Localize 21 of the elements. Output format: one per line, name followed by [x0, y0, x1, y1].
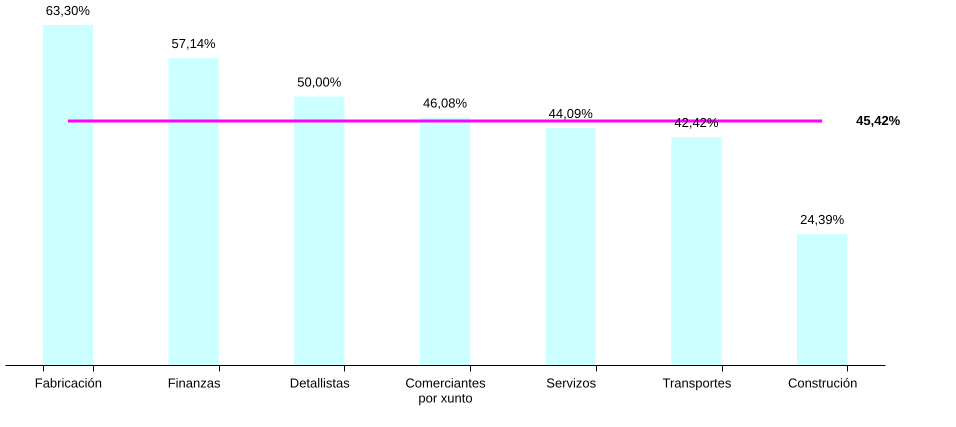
- bar: [671, 137, 722, 365]
- ref-line-label: 45,42%: [856, 113, 901, 128]
- bar: [546, 128, 596, 365]
- data-label: 44,09%: [548, 106, 594, 122]
- data-label: 63,30%: [46, 3, 90, 18]
- x-tick-label: Servizos: [546, 376, 597, 390]
- x-tick-label: Construción: [788, 376, 858, 390]
- data-label: 46,08%: [422, 95, 468, 110]
- bar: [168, 58, 219, 365]
- bar: [420, 117, 470, 365]
- x-tick-label: Transportes: [662, 376, 732, 390]
- data-label: 50,00%: [297, 74, 342, 90]
- bar: [42, 25, 93, 365]
- data-label: 24,39%: [800, 212, 845, 227]
- x-tick-label: Fabricación: [34, 376, 102, 390]
- bar: [797, 234, 848, 365]
- x-tick-label: Detallistas: [290, 376, 350, 390]
- bar: [294, 96, 344, 365]
- x-tick-label: Comerciantes por xunto: [405, 376, 486, 406]
- x-tick-label: Finanzas: [168, 376, 221, 390]
- data-label: 57,14%: [172, 36, 216, 52]
